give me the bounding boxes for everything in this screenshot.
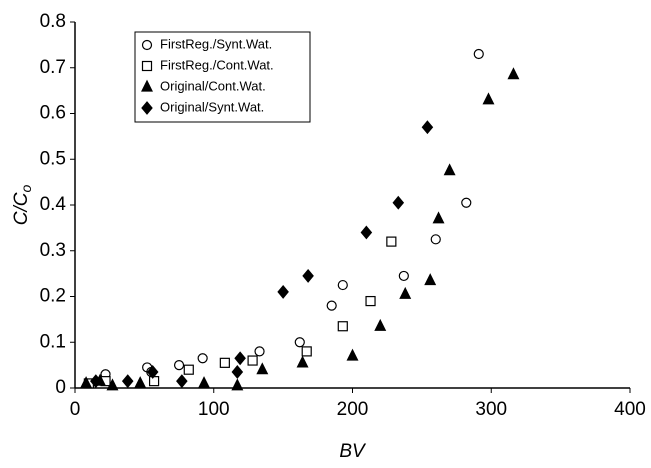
point — [183, 364, 194, 375]
y-tick-label: 0.2 — [40, 286, 66, 307]
y-tick-label: 0.3 — [40, 240, 66, 261]
point — [197, 353, 208, 364]
point — [301, 346, 312, 357]
point — [106, 378, 119, 391]
point — [90, 374, 102, 389]
point — [231, 365, 244, 379]
point — [365, 295, 376, 307]
point — [296, 355, 309, 368]
point — [121, 374, 134, 389]
legend-label: Original/Synt.Wat. — [160, 99, 264, 114]
point — [337, 321, 348, 332]
y-tick-label: 0.5 — [40, 148, 66, 169]
y-label-sub: o — [18, 185, 34, 193]
legend-box — [134, 31, 311, 123]
point — [374, 318, 387, 331]
point — [254, 346, 265, 357]
point — [386, 236, 397, 247]
x-tick-label: 100 — [198, 399, 230, 420]
point — [421, 120, 434, 135]
x-tick-label: 300 — [475, 399, 507, 420]
point — [146, 365, 159, 379]
point — [80, 376, 93, 389]
legend-marker — [141, 39, 153, 51]
point — [134, 376, 147, 389]
x-tick-label: 0 — [70, 399, 81, 420]
x-tick-label: 400 — [614, 399, 646, 420]
y-axis-label: C/Co — [11, 185, 34, 226]
point — [219, 357, 230, 368]
y-tick-label: 0.8 — [40, 11, 66, 32]
point — [256, 362, 269, 375]
point — [424, 273, 437, 286]
y-label-main: C/C — [11, 192, 32, 225]
point — [277, 284, 289, 299]
point — [399, 286, 412, 299]
point — [247, 355, 258, 366]
y-tick-label: 0.4 — [40, 194, 67, 215]
point — [461, 197, 472, 208]
point — [430, 234, 441, 245]
point — [234, 351, 246, 366]
legend-label: FirstReg./Cont.Wat. — [160, 57, 274, 72]
point — [231, 378, 244, 391]
y-tick-label: 0.7 — [40, 57, 66, 78]
point — [346, 348, 359, 361]
point — [173, 360, 185, 371]
point — [360, 225, 373, 240]
point — [337, 279, 348, 291]
point — [398, 270, 409, 282]
point — [392, 195, 405, 210]
point — [482, 92, 495, 105]
point — [326, 300, 337, 311]
point — [443, 163, 456, 176]
point — [302, 268, 314, 283]
legend-marker — [141, 79, 153, 92]
legend-label: Original/Cont.Wat. — [160, 78, 266, 93]
point — [473, 48, 484, 60]
legend-label: FirstReg./Synt.Wat. — [160, 36, 272, 51]
point — [198, 376, 211, 389]
y-tick-label: 0.1 — [40, 331, 66, 352]
x-tick-label: 200 — [337, 399, 369, 420]
point — [294, 337, 305, 348]
y-tick-label: 0.6 — [40, 103, 66, 124]
point — [432, 211, 445, 224]
legend-marker — [141, 60, 153, 72]
point — [148, 376, 160, 387]
legend-marker — [141, 101, 153, 115]
point — [176, 374, 188, 389]
x-axis-label: BV — [339, 441, 367, 462]
point — [507, 67, 520, 80]
y-tick-label: 0 — [55, 377, 66, 398]
